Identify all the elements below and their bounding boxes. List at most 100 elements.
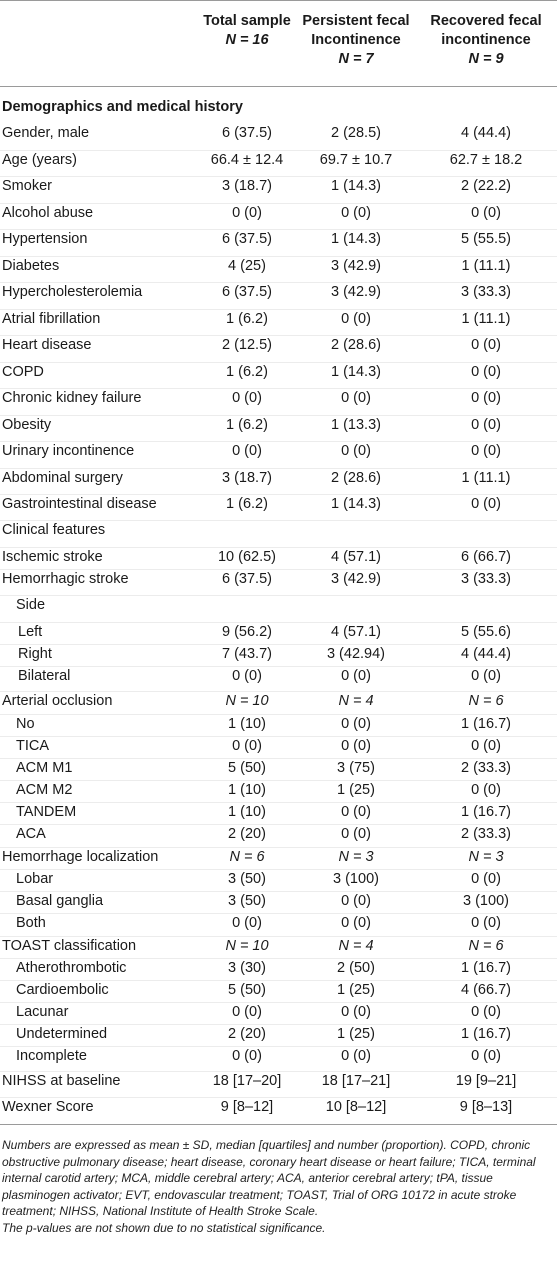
cell-c3: 0 (0) bbox=[471, 390, 501, 406]
row-label: Smoker bbox=[2, 178, 52, 194]
row-divider bbox=[0, 780, 557, 781]
row-divider bbox=[0, 736, 557, 737]
row-label: Gender, male bbox=[2, 125, 90, 141]
row-label: COPD bbox=[2, 364, 44, 380]
row-label: Diabetes bbox=[2, 258, 60, 274]
cell-c1: 0 (0) bbox=[232, 1004, 262, 1020]
table-row: COPD 1 (6.2) 1 (14.3) 0 (0) bbox=[0, 364, 557, 390]
row-label: ACM M1 bbox=[16, 760, 73, 776]
row-label: Hemorrhage localization bbox=[2, 849, 159, 865]
table-row: Age (years) 66.4 ± 12.4 69.7 ± 10.7 62.7 ± … bbox=[0, 152, 557, 178]
row-divider bbox=[0, 569, 557, 570]
cell-c3: 1 (11.1) bbox=[461, 470, 511, 486]
cell-c3: 3 (33.3) bbox=[461, 284, 511, 300]
cell-c3: 1 (16.7) bbox=[461, 716, 511, 732]
row-divider bbox=[0, 1002, 557, 1003]
cell-c3: 1 (16.7) bbox=[461, 960, 511, 976]
cell-c3: 0 (0) bbox=[471, 1048, 501, 1064]
row-label: Gastrointestinal disease bbox=[2, 496, 157, 512]
row-divider bbox=[0, 494, 557, 495]
cell-c2: 0 (0) bbox=[341, 443, 371, 459]
row-label: Side bbox=[16, 597, 46, 613]
table-row: Wexner Score 9 [8–12] 10 [8–12] 9 [8–13] bbox=[0, 1099, 557, 1125]
row-divider bbox=[0, 415, 557, 416]
cell-c3: N = 3 bbox=[468, 849, 504, 865]
cell-c3: 0 (0) bbox=[471, 668, 501, 684]
cell-c3: 4 (44.4) bbox=[461, 646, 511, 662]
table-row: Bilateral 0 (0) 0 (0) 0 (0) bbox=[0, 668, 557, 694]
cell-c2: 0 (0) bbox=[341, 311, 371, 327]
row-label: Bilateral bbox=[18, 668, 71, 684]
table-row: Lobar 3 (50) 3 (100) 0 (0) bbox=[0, 871, 557, 897]
cell-c1: 6 (37.5) bbox=[222, 231, 272, 247]
cell-c2: 18 [17–21] bbox=[321, 1073, 391, 1089]
cell-c3: N = 6 bbox=[468, 693, 504, 709]
row-divider bbox=[0, 309, 557, 310]
row-label: Obesity bbox=[2, 417, 52, 433]
footnote-pvalues: The p-values are not shown due to no sta… bbox=[2, 1220, 326, 1235]
cell-c1: 3 (18.7) bbox=[222, 470, 272, 486]
row-divider bbox=[0, 847, 557, 848]
table-row: Diabetes 4 (25) 3 (42.9) 1 (11.1) bbox=[0, 258, 557, 284]
cell-c3: 19 [9–21] bbox=[455, 1073, 517, 1089]
table-row: Gender, male 6 (37.5) 2 (28.5) 4 (44.4) bbox=[0, 125, 557, 151]
cell-c1: 5 (50) bbox=[228, 982, 266, 998]
cell-c1: N = 6 bbox=[229, 849, 265, 865]
row-divider bbox=[0, 622, 557, 623]
cell-c3: 0 (0) bbox=[471, 915, 501, 931]
cell-c3: 3 (33.3) bbox=[461, 571, 511, 587]
cell-c1: 3 (50) bbox=[228, 893, 266, 909]
cell-c2: 0 (0) bbox=[341, 738, 371, 754]
row-label: Atherothrombotic bbox=[16, 960, 127, 976]
cell-c2: 3 (42.9) bbox=[331, 284, 381, 300]
cell-c1: 0 (0) bbox=[232, 1048, 262, 1064]
table-row: Hypercholesterolemia 6 (37.5) 3 (42.9) 3 (3… bbox=[0, 284, 557, 310]
table-row: Right 7 (43.7) 3 (42.94) 4 (44.4) bbox=[0, 646, 557, 672]
row-divider bbox=[0, 229, 557, 230]
cell-c3: 4 (44.4) bbox=[461, 125, 511, 141]
row-divider bbox=[0, 891, 557, 892]
row-divider bbox=[0, 335, 557, 336]
cell-c3: 6 (66.7) bbox=[461, 549, 511, 565]
cell-c3: 1 (11.1) bbox=[461, 311, 511, 327]
cell-c2: 1 (25) bbox=[337, 782, 375, 798]
cell-c2: 0 (0) bbox=[341, 390, 371, 406]
row-divider bbox=[0, 1046, 557, 1047]
cell-c3: 0 (0) bbox=[471, 782, 501, 798]
cell-c2: 3 (75) bbox=[337, 760, 375, 776]
cell-c1: 3 (50) bbox=[228, 871, 266, 887]
cell-c1: 3 (30) bbox=[228, 960, 266, 976]
row-label: ACA bbox=[16, 826, 46, 842]
table-row: Incomplete 0 (0) 0 (0) 0 (0) bbox=[0, 1048, 557, 1074]
footnote-abbreviations: Numbers are expressed as mean ± SD, medi… bbox=[2, 1138, 536, 1218]
row-divider bbox=[0, 958, 557, 959]
table-row: Smoker 3 (18.7) 1 (14.3) 2 (22.2) bbox=[0, 178, 557, 204]
header-col2-title: Persistent fecal bbox=[302, 13, 410, 29]
row-label: TANDEM bbox=[16, 804, 77, 820]
row-divider bbox=[0, 869, 557, 870]
header-persistent: Persistent fecal Incontinence N = 7 bbox=[292, 12, 420, 69]
cell-c2: 69.7 ± 10.7 bbox=[319, 152, 393, 168]
table-row: TANDEM 1 (10) 0 (0) 1 (16.7) bbox=[0, 804, 557, 830]
cell-c3: 3 (100) bbox=[463, 893, 509, 909]
cell-c1: 1 (6.2) bbox=[226, 364, 268, 380]
header-total-sample: Total sample N = 16 bbox=[196, 12, 298, 50]
cell-c2: 1 (14.3) bbox=[331, 364, 381, 380]
cell-c3: 2 (22.2) bbox=[461, 178, 511, 194]
cell-c2: 1 (14.3) bbox=[331, 496, 381, 512]
cell-c2: 10 [8–12] bbox=[325, 1099, 387, 1115]
row-divider bbox=[0, 936, 557, 937]
cell-c3: 1 (16.7) bbox=[461, 804, 511, 820]
header-col3-n: N = 9 bbox=[468, 51, 504, 67]
header-col1-n: N = 16 bbox=[225, 32, 269, 48]
row-label: Hypertension bbox=[2, 231, 88, 247]
row-divider bbox=[0, 520, 557, 521]
cell-c3: 4 (66.7) bbox=[461, 982, 511, 998]
cell-c2: 0 (0) bbox=[341, 1004, 371, 1020]
row-label: Hypercholesterolemia bbox=[2, 284, 143, 300]
table-row: NIHSS at baseline 18 [17–20] 18 [17–21] 19 … bbox=[0, 1073, 557, 1099]
table-row: ACA 2 (20) 0 (0) 2 (33.3) bbox=[0, 826, 557, 852]
top-rule bbox=[0, 0, 557, 1]
cell-c3: 2 (33.3) bbox=[461, 760, 511, 776]
cell-c1: 1 (6.2) bbox=[226, 496, 268, 512]
